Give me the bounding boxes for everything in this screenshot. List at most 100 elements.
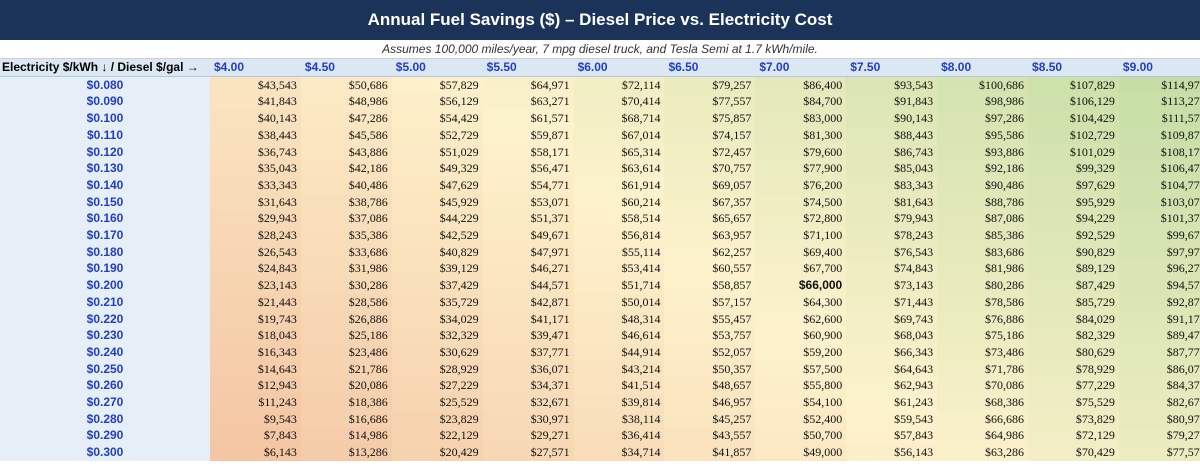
savings-cell: $106,129 (1028, 93, 1119, 111)
savings-cell: $72,457 (664, 143, 756, 161)
savings-cell: $84,700 (755, 93, 847, 111)
savings-cell: $64,971 (482, 76, 574, 94)
savings-cell: $77,557 (664, 93, 756, 111)
savings-cell: $38,786 (300, 193, 392, 211)
savings-cell: $38,114 (573, 410, 665, 428)
savings-cell: $63,614 (573, 160, 665, 177)
savings-cell: $49,671 (482, 227, 574, 244)
savings-cell: $87,086 (937, 210, 1029, 228)
savings-cell: $74,500 (755, 193, 847, 211)
savings-cell: $56,143 (846, 444, 938, 461)
savings-cell: $13,286 (300, 444, 392, 461)
savings-cell: $83,343 (846, 176, 938, 194)
savings-cell: $30,286 (300, 277, 392, 294)
savings-cell: $67,700 (755, 260, 847, 278)
chart-subtitle: Assumes 100,000 miles/year, 7 mpg diesel… (0, 40, 1200, 59)
savings-cell: $23,143 (210, 277, 301, 294)
savings-cell: $92,871 (1118, 293, 1200, 311)
row-header-electricity-cost: $0.260 (0, 377, 210, 395)
savings-cell: $96,271 (1118, 260, 1200, 278)
table-row: $0.090 $41,843 $48,986 $56,129 $63,271 $70,41… (0, 93, 1200, 111)
row-header-electricity-cost: $0.120 (0, 143, 210, 161)
savings-cell: $48,986 (300, 93, 392, 111)
savings-cell: $101,029 (1028, 143, 1119, 161)
savings-cell: $23,829 (391, 410, 483, 428)
savings-cell: $40,486 (300, 176, 392, 194)
table-row: $0.200 $23,143 $30,286 $37,429 $44,571 $51,71… (0, 277, 1200, 294)
savings-cell: $93,543 (846, 76, 938, 94)
savings-cell: $43,214 (573, 360, 665, 378)
row-header-electricity-cost: $0.300 (0, 444, 210, 461)
savings-cell: $70,086 (937, 377, 1029, 395)
savings-cell: $36,071 (482, 360, 574, 378)
table-row: $0.190 $24,843 $31,986 $39,129 $46,271 $53,41… (0, 260, 1200, 278)
savings-cell: $89,129 (1028, 260, 1119, 278)
savings-cell: $58,857 (664, 277, 756, 294)
savings-cell: $47,286 (300, 110, 392, 127)
savings-cell: $78,929 (1028, 360, 1119, 378)
savings-cell: $54,771 (482, 176, 574, 194)
savings-cell: $49,000 (755, 444, 847, 461)
table-row: $0.170 $28,243 $35,386 $42,529 $49,671 $56,81… (0, 227, 1200, 244)
savings-cell: $53,414 (573, 260, 665, 278)
savings-cell: $19,743 (210, 310, 301, 328)
savings-cell: $98,986 (937, 93, 1029, 111)
savings-cell: $85,043 (846, 160, 938, 177)
savings-cell: $12,943 (210, 377, 301, 395)
savings-cell: $25,186 (300, 327, 392, 344)
savings-cell: $104,429 (1028, 110, 1119, 127)
savings-cell: $81,643 (846, 193, 938, 211)
savings-cell: $25,529 (391, 394, 483, 411)
row-header-electricity-cost: $0.190 (0, 260, 210, 278)
row-header-electricity-cost: $0.170 (0, 227, 210, 244)
savings-cell: $42,529 (391, 227, 483, 244)
savings-cell: $72,114 (573, 76, 665, 94)
row-header-electricity-cost: $0.220 (0, 310, 210, 328)
savings-cell: $42,186 (300, 160, 392, 177)
savings-cell: $53,071 (482, 193, 574, 211)
savings-cell: $44,229 (391, 210, 483, 228)
savings-cell: $71,443 (846, 293, 938, 311)
savings-cell: $94,571 (1118, 277, 1200, 294)
savings-cell: $43,886 (300, 143, 392, 161)
savings-cell: $62,257 (664, 243, 756, 261)
table-row: $0.100 $40,143 $47,286 $54,429 $61,571 $68,71… (0, 110, 1200, 127)
savings-cell: $71,786 (937, 360, 1029, 378)
savings-cell: $47,971 (482, 243, 574, 261)
savings-cell: $104,771 (1118, 176, 1200, 194)
savings-cell: $58,514 (573, 210, 665, 228)
savings-cell: $90,143 (846, 110, 938, 127)
savings-cell: $79,600 (755, 143, 847, 161)
savings-cell: $60,900 (755, 327, 847, 344)
row-header-electricity-cost: $0.230 (0, 327, 210, 344)
savings-cell: $65,657 (664, 210, 756, 228)
table-row: $0.130 $35,043 $42,186 $49,329 $56,471 $63,61… (0, 160, 1200, 177)
row-header-electricity-cost: $0.160 (0, 210, 210, 228)
savings-cell: $31,643 (210, 193, 301, 211)
savings-cell: $18,386 (300, 394, 392, 411)
savings-cell: $86,071 (1118, 360, 1200, 378)
savings-cell: $44,914 (573, 343, 665, 361)
savings-cell: $80,629 (1028, 343, 1119, 361)
column-header-diesel-price: $5.50 (482, 59, 574, 77)
column-header-diesel-price: $5.00 (391, 59, 483, 77)
savings-cell: $21,443 (210, 293, 301, 311)
row-header-electricity-cost: $0.080 (0, 76, 210, 94)
table-row: $0.280 $9,543 $16,686 $23,829 $30,971 $38,114… (0, 410, 1200, 428)
savings-cell: $33,343 (210, 176, 301, 194)
savings-cell: $69,400 (755, 243, 847, 261)
savings-cell: $6,143 (210, 444, 301, 461)
savings-cell: $108,171 (1118, 143, 1200, 161)
savings-cell: $88,443 (846, 126, 938, 144)
savings-cell: $81,300 (755, 126, 847, 144)
savings-cell: $69,057 (664, 176, 756, 194)
savings-cell: $100,686 (937, 76, 1029, 94)
savings-cell: $62,600 (755, 310, 847, 328)
savings-cell: $35,043 (210, 160, 301, 177)
savings-cell: $90,486 (937, 176, 1029, 194)
savings-cell: $85,729 (1028, 293, 1119, 311)
savings-cell: $45,257 (664, 410, 756, 428)
savings-cell: $52,729 (391, 126, 483, 144)
savings-cell: $39,814 (573, 394, 665, 411)
savings-cell: $61,571 (482, 110, 574, 127)
